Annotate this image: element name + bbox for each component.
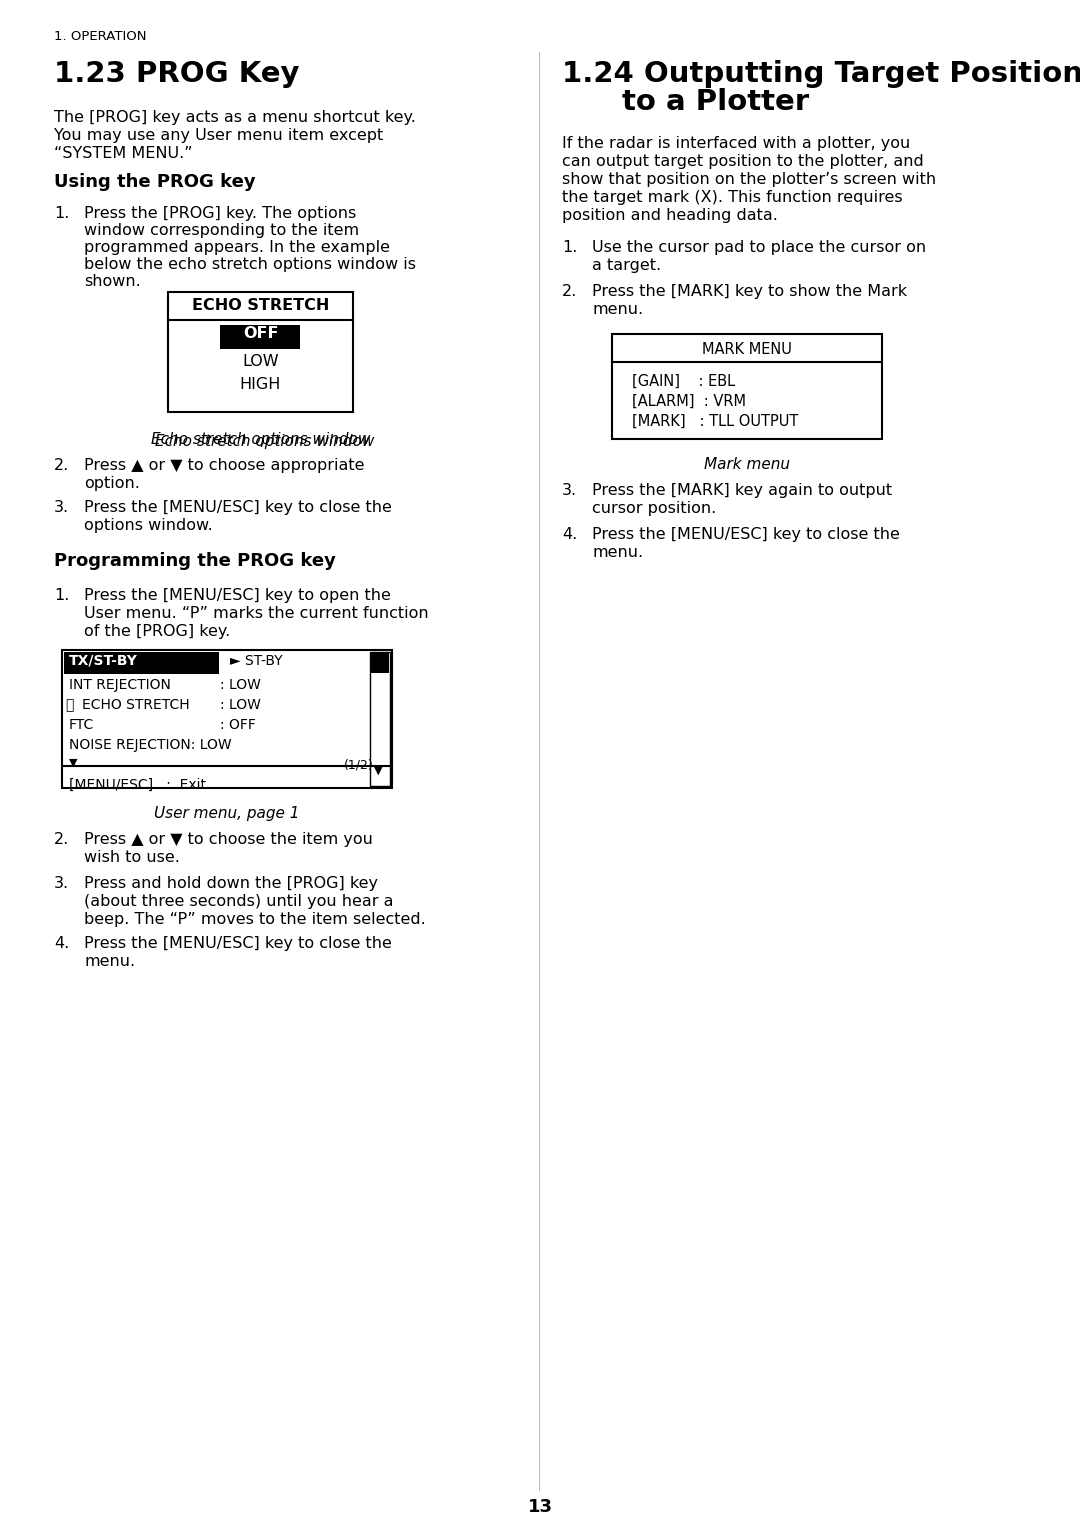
Text: If the radar is interfaced with a plotter, you: If the radar is interfaced with a plotte… <box>562 136 910 151</box>
Text: window corresponding to the item: window corresponding to the item <box>84 223 360 238</box>
Text: Echo stretch options window: Echo stretch options window <box>156 434 375 449</box>
Text: : LOW: : LOW <box>220 678 261 692</box>
Text: option.: option. <box>84 477 140 490</box>
Text: ▼: ▼ <box>69 758 78 769</box>
Text: the target mark (X). This function requires: the target mark (X). This function requi… <box>562 189 903 205</box>
Text: Use the cursor pad to place the cursor on: Use the cursor pad to place the cursor o… <box>592 240 927 255</box>
Text: beep. The “P” moves to the item selected.: beep. The “P” moves to the item selected… <box>84 912 426 927</box>
Text: TX/ST-BY: TX/ST-BY <box>69 654 138 668</box>
Text: 1.23 PROG Key: 1.23 PROG Key <box>54 60 299 89</box>
Text: Press and hold down the [PROG] key: Press and hold down the [PROG] key <box>84 876 378 891</box>
Text: INT REJECTION: INT REJECTION <box>69 678 171 692</box>
Text: Programming the PROG key: Programming the PROG key <box>54 552 336 570</box>
Text: menu.: menu. <box>592 303 643 316</box>
Text: Mark menu: Mark menu <box>704 457 789 472</box>
Bar <box>62 649 392 788</box>
Text: 3.: 3. <box>54 876 69 891</box>
Text: “SYSTEM MENU.”: “SYSTEM MENU.” <box>54 147 192 160</box>
Text: [MENU/ESC]   :  Exit.: [MENU/ESC] : Exit. <box>69 778 211 792</box>
Text: MARK MENU: MARK MENU <box>702 342 792 358</box>
Text: 2.: 2. <box>54 833 69 847</box>
Bar <box>612 335 882 439</box>
Text: : LOW: : LOW <box>220 698 261 712</box>
Bar <box>220 325 300 348</box>
Text: programmed appears. In the example: programmed appears. In the example <box>84 240 390 255</box>
Text: : OFF: : OFF <box>220 718 256 732</box>
Text: User menu, page 1: User menu, page 1 <box>154 805 300 821</box>
Text: 3.: 3. <box>54 500 69 515</box>
Text: 1.24 Outputting Target Position: 1.24 Outputting Target Position <box>562 60 1080 89</box>
Text: cursor position.: cursor position. <box>592 501 716 516</box>
Text: to a Plotter: to a Plotter <box>622 89 809 116</box>
Text: Press ▲ or ▼ to choose appropriate: Press ▲ or ▼ to choose appropriate <box>84 458 365 474</box>
Text: Press the [MARK] key to show the Mark: Press the [MARK] key to show the Mark <box>592 284 907 299</box>
Text: Using the PROG key: Using the PROG key <box>54 173 256 191</box>
Text: FTC: FTC <box>69 718 94 732</box>
Text: 1. OPERATION: 1. OPERATION <box>54 31 147 43</box>
Text: 4.: 4. <box>562 527 577 542</box>
Text: (about three seconds) until you hear a: (about three seconds) until you hear a <box>84 894 393 909</box>
Text: can output target position to the plotter, and: can output target position to the plotte… <box>562 154 923 170</box>
Text: ECHO STRETCH: ECHO STRETCH <box>192 298 329 313</box>
Text: a target.: a target. <box>592 258 661 274</box>
Bar <box>64 652 219 674</box>
Bar <box>370 652 390 785</box>
Text: [GAIN]    : EBL: [GAIN] : EBL <box>632 374 735 390</box>
Text: Press the [MENU/ESC] key to open the: Press the [MENU/ESC] key to open the <box>84 588 391 604</box>
Text: menu.: menu. <box>84 953 135 969</box>
Text: OFF: OFF <box>243 325 279 341</box>
Text: You may use any User menu item except: You may use any User menu item except <box>54 128 383 144</box>
Text: ⓟ: ⓟ <box>65 698 73 712</box>
Text: of the [PROG] key.: of the [PROG] key. <box>84 623 230 639</box>
Text: Press the [MARK] key again to output: Press the [MARK] key again to output <box>592 483 892 498</box>
Bar <box>168 292 353 413</box>
Text: ECHO STRETCH: ECHO STRETCH <box>82 698 190 712</box>
Text: (1/2): (1/2) <box>345 758 374 772</box>
Text: Press the [MENU/ESC] key to close the: Press the [MENU/ESC] key to close the <box>592 527 900 542</box>
Bar <box>370 652 390 785</box>
Text: ▼: ▼ <box>374 766 382 776</box>
Text: Press the [MENU/ESC] key to close the: Press the [MENU/ESC] key to close the <box>84 937 392 950</box>
Text: Press the [PROG] key. The options: Press the [PROG] key. The options <box>84 206 356 222</box>
Text: User menu. “P” marks the current function: User menu. “P” marks the current functio… <box>84 607 429 620</box>
Text: show that position on the plotter’s screen with: show that position on the plotter’s scre… <box>562 173 936 186</box>
Text: [MARK]   : TLL OUTPUT: [MARK] : TLL OUTPUT <box>632 414 798 429</box>
Text: 4.: 4. <box>54 937 69 950</box>
Text: 1.: 1. <box>54 206 69 222</box>
Text: 1.: 1. <box>562 240 578 255</box>
Text: wish to use.: wish to use. <box>84 850 180 865</box>
Text: options window.: options window. <box>84 518 213 533</box>
Text: LOW: LOW <box>242 354 279 368</box>
Text: [ALARM]  : VRM: [ALARM] : VRM <box>632 394 746 410</box>
Text: HIGH: HIGH <box>240 377 281 393</box>
Text: shown.: shown. <box>84 274 140 289</box>
Text: Press the [MENU/ESC] key to close the: Press the [MENU/ESC] key to close the <box>84 500 392 515</box>
Text: below the echo stretch options window is: below the echo stretch options window is <box>84 257 416 272</box>
Text: menu.: menu. <box>592 545 643 559</box>
Text: 2.: 2. <box>54 458 69 474</box>
Text: position and heading data.: position and heading data. <box>562 208 778 223</box>
Text: Press ▲ or ▼ to choose the item you: Press ▲ or ▼ to choose the item you <box>84 833 373 847</box>
Text: ► ST-BY: ► ST-BY <box>230 654 283 668</box>
Text: 1.: 1. <box>54 588 69 604</box>
Text: NOISE REJECTION: LOW: NOISE REJECTION: LOW <box>69 738 231 752</box>
Text: 3.: 3. <box>562 483 577 498</box>
Bar <box>372 652 389 672</box>
Text: 2.: 2. <box>562 284 577 299</box>
Text: 13: 13 <box>527 1497 553 1516</box>
Text: Echo stretch options window: Echo stretch options window <box>151 432 370 448</box>
Text: The [PROG] key acts as a menu shortcut key.: The [PROG] key acts as a menu shortcut k… <box>54 110 416 125</box>
